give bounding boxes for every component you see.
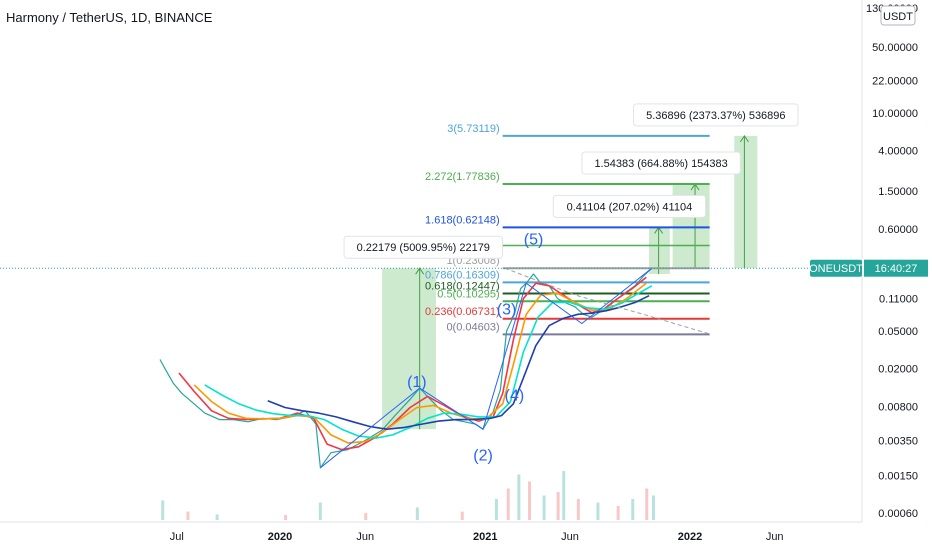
price-tick-label: 10.00000	[872, 108, 918, 120]
price-tick-label: 0.00800	[878, 401, 918, 413]
symbol-tag[interactable]	[810, 259, 862, 277]
fib-level-label: 0.236(0.06731)	[425, 306, 500, 318]
measure-arrow-head	[739, 135, 749, 143]
price-tick-label: 22.00000	[872, 76, 918, 88]
measure-label: 5.36896 (2373.37%) 536896	[646, 110, 785, 122]
volume-bar	[596, 502, 600, 520]
volume-bar	[542, 495, 546, 520]
price-tick-label: 0.00350	[878, 435, 918, 447]
countdown-tag	[864, 259, 928, 277]
moving-average-line	[204, 285, 653, 439]
volume-bar	[215, 514, 219, 520]
time-tick-label: Jul	[170, 531, 184, 543]
measure-labels: 0.22179 (5009.95%) 22179 0.41104 (207.02%…	[343, 103, 799, 259]
fib-level-label: 0.786(0.16309)	[425, 269, 500, 281]
currency-label: USDT	[883, 11, 913, 23]
symbol-tag-label: ONEUSDT	[809, 263, 863, 275]
fib-level-label: 3(5.73119)	[447, 123, 499, 135]
measure-label-box	[633, 103, 799, 127]
elliott-wave-path[interactable]	[320, 267, 653, 469]
elliott-wave-labels: (1) (2) (3) (4) (5)	[407, 231, 543, 464]
measure-arrow-head	[415, 267, 425, 275]
price-tick-label: 50.00000	[872, 42, 918, 54]
currency-badge[interactable]	[880, 5, 916, 26]
price-tick-label: 0.00150	[878, 470, 918, 482]
wave-label: (2)	[473, 447, 493, 464]
price-tick-label: 0.11000	[879, 294, 918, 306]
volume-bar	[651, 495, 655, 520]
volume-bars	[161, 471, 655, 520]
wave-label: (1)	[407, 374, 427, 391]
volume-bar	[631, 499, 635, 520]
volume-bar	[645, 488, 649, 520]
price-tick-label: 0.60000	[878, 224, 918, 236]
moving-average-line	[193, 282, 647, 444]
fib-level-label: 0.5(0.10295)	[437, 288, 499, 300]
price-axis-ticks: 130.0000050.0000022.0000010.000004.00000…	[866, 3, 918, 520]
volume-bar	[494, 499, 498, 520]
volume-bar	[415, 507, 419, 520]
trend-line[interactable]	[504, 267, 710, 335]
measure-label: 1.54383 (664.88%) 154383	[594, 158, 727, 170]
volume-bar	[161, 500, 165, 520]
measure-label: 0.22179 (5009.95%) 22179	[357, 242, 490, 254]
price-tick-label: 0.02000	[878, 364, 918, 376]
time-tick-label: 2020	[268, 531, 292, 543]
measure-label-box	[581, 151, 741, 175]
price-tick-label: 0.00060	[878, 508, 918, 520]
chart-title: Harmony / TetherUS, 1D, BINANCE	[6, 10, 213, 25]
time-tick-label: 2021	[473, 531, 497, 543]
volume-bar	[186, 511, 190, 520]
volume-bar	[528, 481, 532, 520]
price-tick-label: 0.05000	[878, 326, 918, 338]
time-axis-ticks: Jul 2020 Jun 2021 Jun 2022 Jun	[170, 531, 784, 543]
volume-bar	[616, 506, 620, 520]
drawing-overlays[interactable]	[0, 267, 862, 469]
volume-bar	[506, 488, 510, 520]
wave-label: (3)	[497, 301, 517, 318]
moving-average-lines	[159, 267, 653, 469]
fibonacci-levels[interactable]: 3(5.73119)2.272(1.77836)1.618(0.62148)1(…	[425, 123, 710, 336]
price-tick-label: 4.00000	[878, 146, 918, 158]
time-axis-background[interactable]	[0, 522, 932, 550]
moving-average-line	[267, 294, 650, 431]
current-price-tag[interactable]: ONEUSDT 16:40:27	[809, 259, 928, 277]
measure-label-box	[343, 235, 503, 259]
volume-bar	[460, 511, 464, 520]
volume-bar	[517, 474, 521, 520]
wave-label: (5)	[524, 231, 544, 248]
wave-label: (4)	[505, 388, 525, 405]
fib-level-label: 0(0.04603)	[446, 321, 499, 333]
volume-bar	[562, 471, 566, 520]
measure-box[interactable]	[382, 268, 436, 430]
price-tick-label: 1.50000	[878, 186, 918, 198]
time-tick-label: Jun	[561, 531, 579, 543]
volume-bar	[318, 502, 322, 520]
measure-label: 0.41104 (207.02%) 41104	[567, 201, 693, 213]
measure-box[interactable]	[649, 227, 670, 274]
fib-level-label: 1.618(0.62148)	[425, 214, 500, 226]
measure-label-box	[552, 194, 707, 218]
fib-level-label: 0.618(0.12447)	[425, 280, 500, 292]
time-tick-label: Jun	[766, 531, 784, 543]
time-tick-label: Jun	[356, 531, 374, 543]
volume-bar	[364, 513, 368, 520]
volume-bar	[556, 492, 560, 520]
time-tick-label: 2022	[678, 531, 702, 543]
fib-level-label: 2.272(1.77836)	[425, 171, 500, 183]
countdown-label: 16:40:27	[875, 263, 918, 275]
volume-bar	[576, 499, 580, 520]
measure-boxes[interactable]	[382, 135, 758, 430]
volume-bar	[284, 515, 288, 520]
